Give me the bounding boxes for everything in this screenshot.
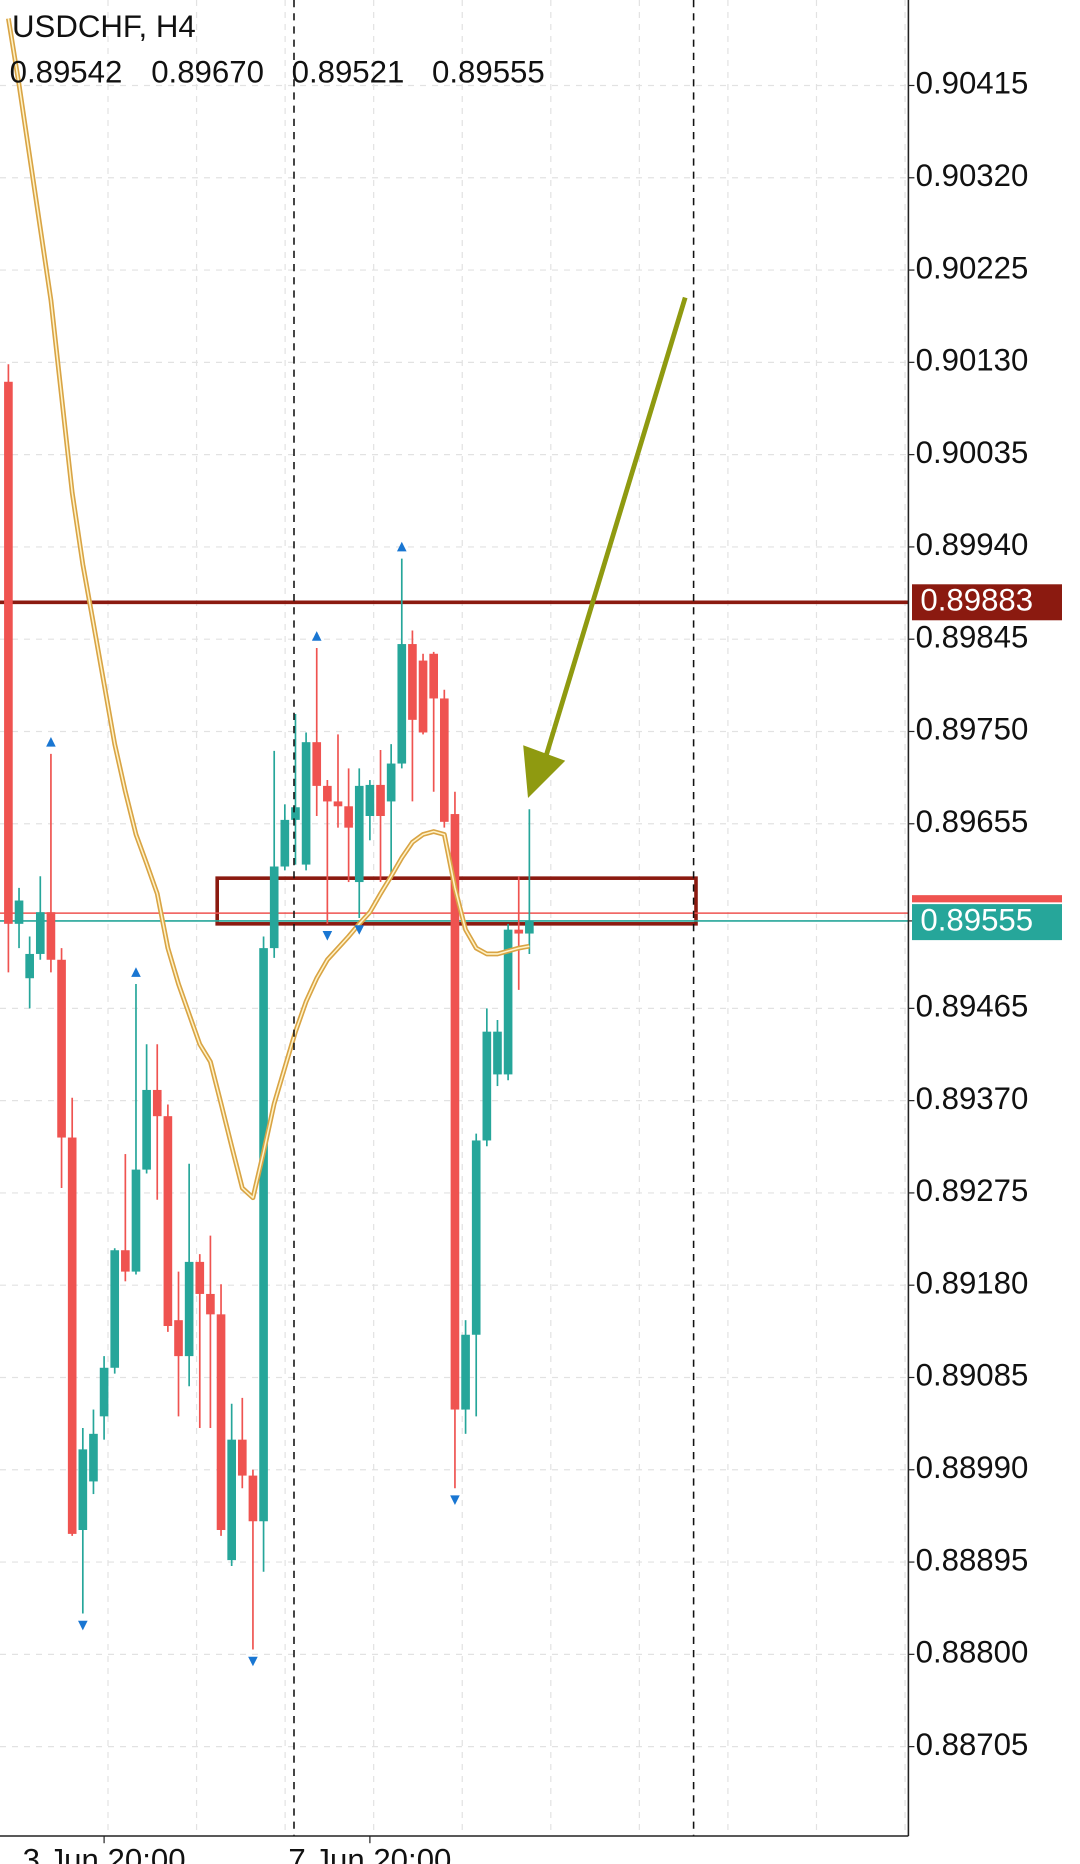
- y-tick-label: 0.88705: [916, 1727, 1029, 1762]
- fractal-down: [450, 1495, 460, 1506]
- candle-body: [365, 784, 375, 817]
- y-tick-label: 0.88990: [916, 1450, 1029, 1485]
- y-tick-label: 0.89180: [916, 1265, 1029, 1300]
- candle-body: [323, 785, 332, 802]
- y-tick-label: 0.90415: [916, 66, 1029, 101]
- y-tick-label: 0.89465: [916, 989, 1029, 1024]
- y-tick-label: 0.90130: [916, 343, 1029, 378]
- candle-body: [312, 742, 322, 786]
- candle-body: [248, 1475, 258, 1522]
- candle-body: [142, 1089, 151, 1170]
- fractal-up: [46, 737, 56, 747]
- candle-body: [408, 644, 417, 720]
- ma-line: [7, 18, 530, 1199]
- y-tick-label: 0.89370: [916, 1081, 1029, 1116]
- ohlc-open: 0.89542: [10, 55, 123, 90]
- x-tick-label: 3 Jun 20:00: [23, 1843, 186, 1864]
- fractal-down: [354, 925, 365, 935]
- candle-body: [206, 1293, 215, 1315]
- fractal-down: [322, 931, 333, 941]
- y-tick-label: 0.90225: [916, 250, 1029, 285]
- candle-body: [237, 1439, 247, 1476]
- arrow-head: [523, 745, 566, 799]
- candle-body: [35, 912, 45, 954]
- y-tick-label: 0.90035: [916, 435, 1029, 470]
- candle-body: [482, 1031, 492, 1141]
- y-tick-label: 0.89275: [916, 1173, 1029, 1208]
- candle-body: [429, 653, 438, 699]
- y-tick-label: 0.89085: [916, 1358, 1029, 1393]
- level-label: 0.89883: [920, 583, 1033, 618]
- fractal-up: [311, 631, 322, 641]
- candle-body: [493, 1031, 502, 1075]
- candle-body: [4, 381, 13, 924]
- y-tick-label: 0.89845: [916, 619, 1029, 654]
- candle-body: [344, 806, 353, 828]
- candle-body: [461, 1334, 470, 1410]
- candle-body: [450, 814, 460, 1410]
- candle-body: [280, 819, 290, 867]
- arrow-shaft: [540, 296, 688, 769]
- y-tick-label: 0.89940: [916, 527, 1029, 562]
- candle-body: [333, 801, 343, 807]
- candle-body: [397, 644, 407, 764]
- candle-body: [216, 1314, 226, 1531]
- y-tick-label: 0.89750: [916, 712, 1029, 747]
- candle-body: [99, 1367, 109, 1417]
- candle-body: [259, 948, 268, 1522]
- candle-body: [78, 1449, 88, 1531]
- x-tick-label: 7 Jun 20:00: [288, 1843, 451, 1864]
- ask-label-strip: [912, 895, 1062, 903]
- fractal-down: [78, 1620, 88, 1631]
- fractal-down: [248, 1656, 258, 1667]
- candle-body: [67, 1137, 77, 1534]
- ohlc-close: 0.89555: [432, 55, 545, 90]
- ohlc-header: 0.89542 0.89670 0.89521 0.89555: [10, 55, 545, 90]
- candle-body: [471, 1140, 481, 1335]
- candle-body: [131, 1169, 141, 1272]
- candle-body: [376, 784, 385, 817]
- candle-body: [57, 959, 66, 1138]
- candle-body: [163, 1116, 173, 1327]
- y-tick-label: 0.88800: [916, 1635, 1029, 1670]
- candle-body: [110, 1250, 120, 1368]
- candle-body: [514, 929, 524, 934]
- candle-body: [227, 1439, 236, 1561]
- candle-body: [25, 953, 34, 979]
- candle-body: [386, 763, 396, 802]
- ohlc-high: 0.89670: [151, 55, 264, 90]
- arrow: [523, 296, 688, 799]
- symbol-title: USDCHF, H4: [12, 9, 196, 44]
- candle-body: [354, 785, 364, 883]
- candle-body: [14, 900, 24, 924]
- candle-body: [301, 742, 311, 865]
- candle-body: [418, 660, 428, 733]
- candle-body: [525, 920, 534, 934]
- candle-body: [269, 866, 279, 949]
- ohlc-low: 0.89521: [292, 55, 405, 90]
- candle-body: [291, 807, 300, 820]
- candle-body: [89, 1433, 98, 1482]
- candle-body: [439, 698, 449, 822]
- candle-body: [121, 1250, 130, 1272]
- candle-body: [195, 1261, 205, 1294]
- y-tick-label: 0.88895: [916, 1542, 1029, 1577]
- price-label: 0.89555: [920, 902, 1033, 937]
- level-label-box: [912, 584, 1062, 621]
- y-tick-label: 0.90320: [916, 158, 1029, 193]
- y-tick-label: 0.89655: [916, 804, 1029, 839]
- candle-body: [184, 1261, 194, 1357]
- candle-body: [174, 1320, 183, 1357]
- candle-body: [46, 912, 56, 960]
- fractal-up: [396, 541, 407, 552]
- price-label-box: [912, 904, 1062, 941]
- candle-body: [152, 1089, 162, 1117]
- plot: [0, 18, 909, 1667]
- candle-body: [503, 929, 513, 1075]
- fractal-up: [131, 967, 141, 977]
